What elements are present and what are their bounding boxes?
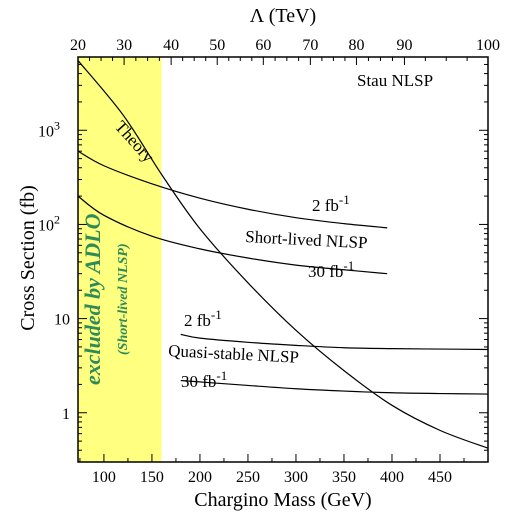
top-tick-label: 40 xyxy=(163,37,179,54)
x-tick-label: 450 xyxy=(428,469,452,486)
top-tick-label: 50 xyxy=(209,37,225,54)
top-tick-label: 70 xyxy=(302,37,318,54)
excluded-sublabel: (Short-lived NLSP) xyxy=(116,243,131,355)
short-lived-label: Short-lived NLSP xyxy=(245,227,368,252)
excluded-label-group: excluded by ADLO xyxy=(80,213,105,385)
plot-frame xyxy=(77,56,489,463)
stau-nlsp-label: Stau NLSP xyxy=(357,71,433,90)
excluded-label: excluded by ADLO xyxy=(80,213,105,385)
y-axis-title-group: Cross Section (fb) xyxy=(17,185,39,331)
lumi-label-quasi-2: 2 fb-1 xyxy=(184,307,222,330)
top-tick-label: 100 xyxy=(476,37,500,54)
y-tick-label: 102 xyxy=(38,212,60,234)
series-line-1 xyxy=(77,150,388,229)
x-tick-label: 100 xyxy=(92,469,116,486)
y-tick-label: 10 xyxy=(54,312,70,329)
y-axis-title: Cross Section (fb) xyxy=(17,185,39,331)
series-line-4 xyxy=(180,379,489,395)
x-tick-label: 200 xyxy=(188,469,212,486)
y-tick-label: 1 xyxy=(62,406,70,423)
x-tick-label: 250 xyxy=(236,469,260,486)
top-axis-title: Λ (TeV) xyxy=(250,5,316,27)
x-tick-label: 150 xyxy=(140,469,164,486)
lumi-label-short-2: 2 fb-1 xyxy=(312,192,350,215)
top-tick-label: 20 xyxy=(70,37,86,54)
curve-layer xyxy=(77,60,489,449)
series-line-0 xyxy=(77,60,489,449)
top-tick-label: 30 xyxy=(116,37,132,54)
x-tick-label: 300 xyxy=(284,469,308,486)
series-line-3 xyxy=(180,333,489,351)
lumi-label-quasi-30: 30 fb-1 xyxy=(181,368,227,391)
series-line-2 xyxy=(77,195,388,275)
top-tick-label: 60 xyxy=(255,37,271,54)
lumi-label-short-30: 30 fb-1 xyxy=(308,258,354,281)
y-tick-label: 103 xyxy=(38,118,60,140)
top-tick-label: 90 xyxy=(396,37,412,54)
x-tick-label: 400 xyxy=(380,469,404,486)
top-tick-label: 80 xyxy=(348,37,364,54)
excluded-sublabel-group: (Short-lived NLSP) xyxy=(116,243,131,355)
x-tick-label: 350 xyxy=(332,469,356,486)
tick-layer: 100 150 200 250 300 350 400 450 20 30 40 50 60 70 80 90… xyxy=(38,37,500,486)
x-axis-title: Chargino Mass (GeV) xyxy=(194,489,371,511)
excluded-region xyxy=(78,57,162,462)
